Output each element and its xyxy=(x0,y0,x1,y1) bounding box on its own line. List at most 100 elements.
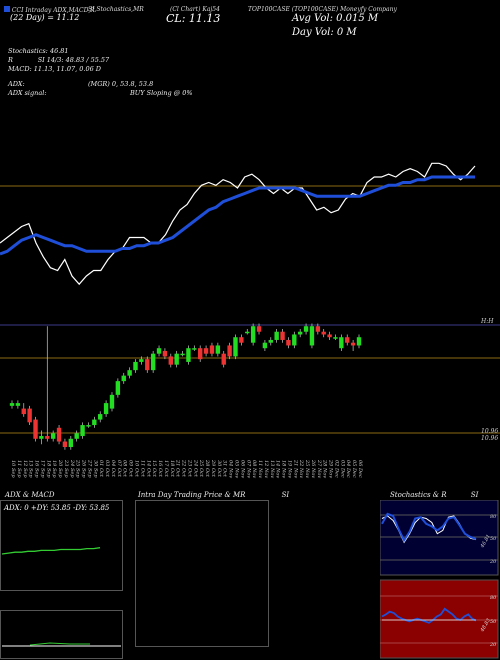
macd-box xyxy=(0,610,123,659)
macd-value: MACD: 11.13, 11.07, 0.06 D xyxy=(8,65,102,73)
candle-body xyxy=(15,403,21,406)
candle-body xyxy=(215,345,221,354)
stoch-tick-80: 80 xyxy=(490,514,497,520)
date-tick-label: 04 Dec xyxy=(345,460,351,478)
intraday-panel xyxy=(135,500,269,647)
stoch-title: Stochastics & R xyxy=(390,491,447,499)
candle-body xyxy=(33,419,38,439)
candle-body xyxy=(256,326,262,332)
candle-body xyxy=(68,438,74,448)
candle-body xyxy=(27,408,32,423)
stoch-rsi-panel: 80 50 20 46.81 80 50 20 48.83 xyxy=(380,500,499,659)
candle-body xyxy=(280,331,285,340)
rsi-lines-group xyxy=(381,607,477,624)
candle-body xyxy=(121,375,126,382)
date-tick-label: 17 Sep xyxy=(39,460,45,478)
date-tick-label: 18 Sep xyxy=(45,460,51,478)
candle-body xyxy=(98,414,103,420)
intraday-si: SI xyxy=(281,491,290,499)
date-tick-label: 14 Nov xyxy=(275,460,281,478)
candle-body xyxy=(168,356,173,365)
date-tick-label: 06 Dec xyxy=(357,460,363,478)
date-tick-label: 07 Oct xyxy=(116,460,122,478)
date-tick-label: 25 Oct xyxy=(198,459,204,478)
date-tick-label: 21 Oct xyxy=(175,459,181,478)
date-tick-label: 28 Nov xyxy=(322,459,328,478)
candles-group xyxy=(9,323,362,450)
header-col3-line1: (Cl Chart) xyxy=(170,6,201,13)
candle-body xyxy=(103,403,109,415)
candle-body xyxy=(309,326,315,346)
candle-body xyxy=(145,359,150,371)
date-tick-label: 22 Oct xyxy=(181,459,187,478)
candle-body xyxy=(303,326,309,332)
date-tick-label: 09 Oct xyxy=(128,460,134,478)
date-labels-group: 10 Sep 11 Sep 12 Sep 13 Sep 16 Sep 17 Sep 18 S… xyxy=(10,459,363,478)
candle-body xyxy=(339,337,344,349)
candle-body xyxy=(274,331,279,340)
adx-mgr: (MGR) 0, 53.8, 53.8 xyxy=(88,80,154,88)
header-col2: SI,Stochastics,MR xyxy=(88,6,144,13)
candle-body xyxy=(286,339,291,346)
adx-signal-value: BUY Sloping @ 0% xyxy=(130,89,193,97)
stoch-si: SI xyxy=(470,491,479,499)
candle-body xyxy=(233,337,238,357)
adx-box xyxy=(0,500,123,591)
candle-low-label-1: 10.96 xyxy=(481,428,498,435)
date-tick-label: 24 Oct xyxy=(192,459,198,478)
date-tick-label: 23 Oct xyxy=(186,459,192,478)
r-label: R xyxy=(8,56,13,64)
overlay-series-group xyxy=(0,162,476,286)
date-tick-label: 20 Sep xyxy=(57,459,63,478)
candle-body xyxy=(9,403,15,406)
date-tick-label: 22 Nov xyxy=(298,459,304,478)
date-tick-label: 19 Nov xyxy=(286,460,292,478)
date-tick-label: 02 Dec xyxy=(333,460,339,478)
date-tick-label: 24 Sep xyxy=(69,459,75,478)
intraday-box xyxy=(135,500,269,647)
candle-body xyxy=(74,433,79,439)
candle-body xyxy=(92,419,97,426)
header-col3-line2: Kaj54 xyxy=(202,6,220,13)
candle-low-label-2: 10.96 xyxy=(481,435,498,442)
candle-body xyxy=(350,342,356,346)
header-col4-line1: (TOP100CASE) Moneyfy xyxy=(291,6,367,13)
candle-body xyxy=(21,408,26,415)
date-tick-label: 18 Oct xyxy=(169,460,175,478)
date-tick-label: 29 Nov xyxy=(328,459,334,478)
date-tick-label: 26 Nov xyxy=(310,459,316,478)
date-tick-label: 19 Sep xyxy=(51,460,57,478)
adx-panel-title: ADX & MACD xyxy=(5,491,55,499)
stoch-tick-50: 50 xyxy=(490,536,497,542)
candle-body xyxy=(327,334,332,338)
date-tick-label: 01 Oct xyxy=(98,460,104,478)
candle-body xyxy=(109,394,115,409)
rsi-tick-20: 20 xyxy=(489,642,497,648)
candle-body xyxy=(115,381,121,395)
date-tick-label: 30 Oct xyxy=(216,460,222,478)
candle-body xyxy=(321,331,326,335)
candle-body xyxy=(250,326,256,343)
date-tick-label: 16 Sep xyxy=(34,460,40,478)
candle-body xyxy=(133,361,138,371)
overlay-series-1 xyxy=(0,175,475,256)
date-tick-label: 11 Nov xyxy=(257,460,263,478)
adx-macd-panel: ADX: 0 +DY: 53.85 -DY: 53.85 xyxy=(0,500,123,659)
rsi-tick-50: 50 xyxy=(490,619,497,625)
date-tick-label: 18 Nov xyxy=(281,460,287,478)
rsi-tick-80: 80 xyxy=(490,595,497,601)
candle-high-label: H:H xyxy=(480,318,494,325)
macd-signal-line xyxy=(29,642,90,646)
candle-body xyxy=(39,436,44,439)
stoch-series-1 xyxy=(381,512,477,543)
candle-body xyxy=(45,436,50,439)
date-tick-label: 28 Oct xyxy=(204,459,210,478)
adx-line-group xyxy=(1,547,101,555)
date-tick-label: 30 Sep xyxy=(92,460,98,478)
stoch-tick-20: 20 xyxy=(489,559,497,565)
rsi-box xyxy=(380,579,499,659)
candle-body xyxy=(174,353,179,365)
date-tick-label: 16 Oct xyxy=(157,460,163,478)
adx-series-0 xyxy=(1,547,101,555)
date-tick-label: 03 Dec xyxy=(339,460,345,478)
